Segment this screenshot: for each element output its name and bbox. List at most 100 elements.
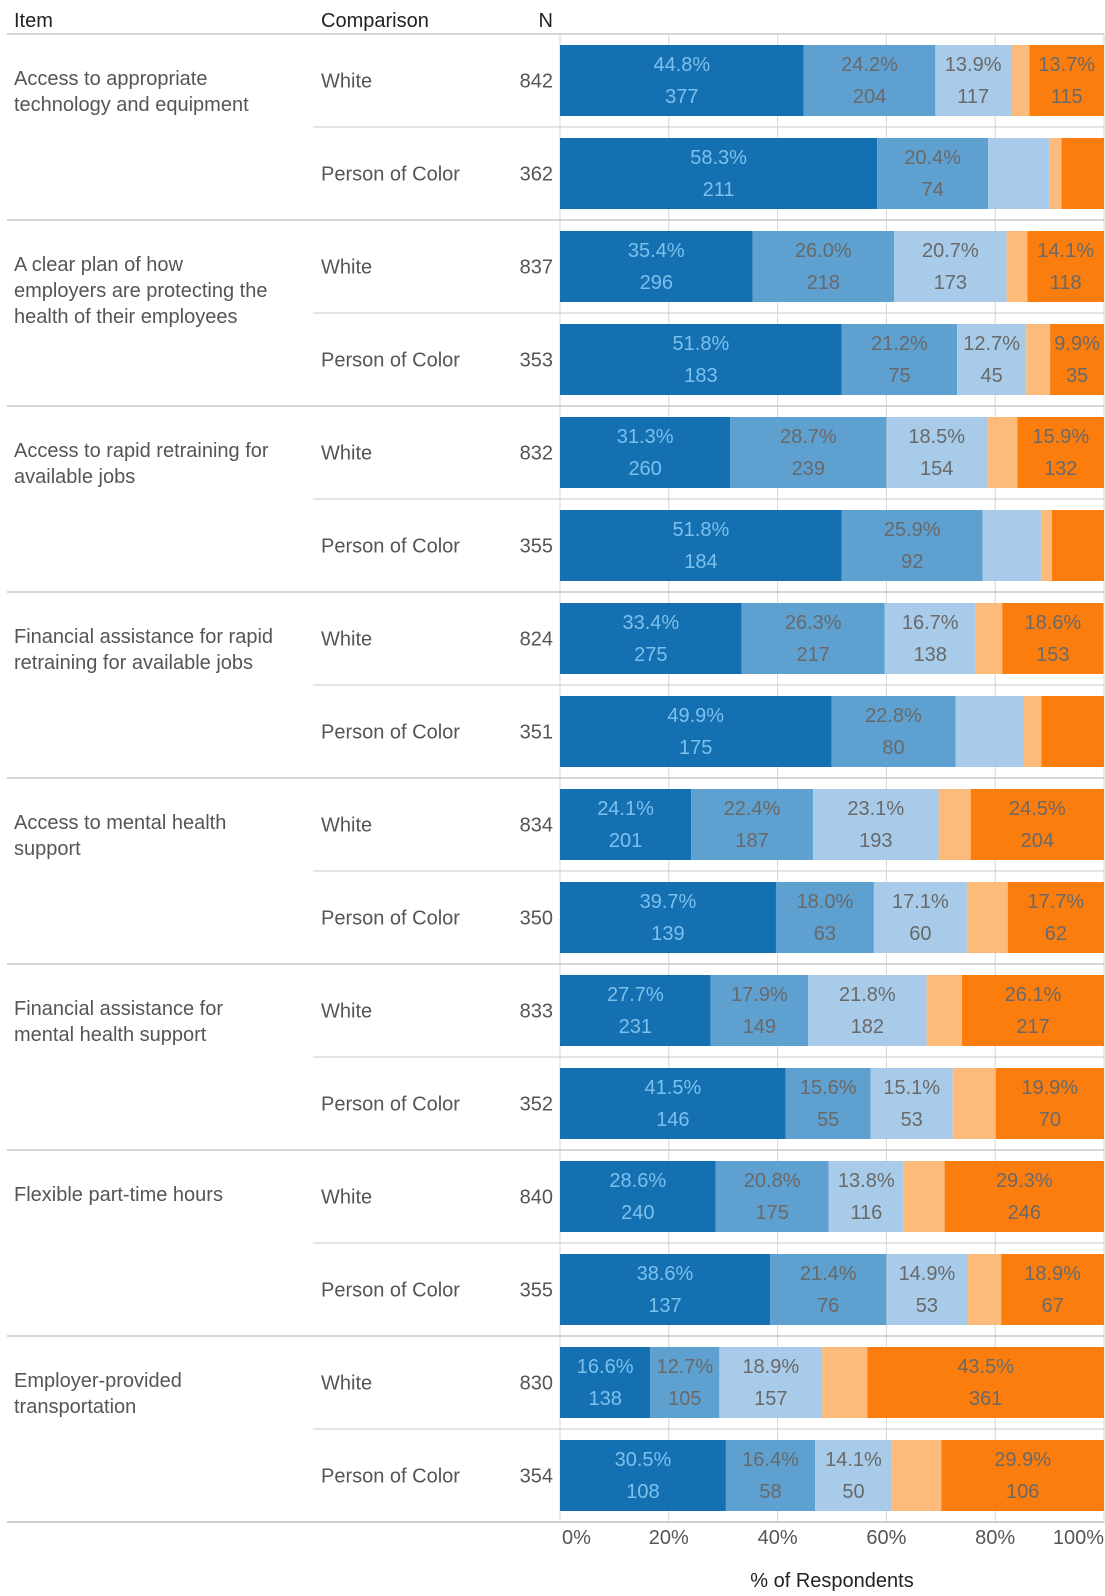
comparison-label: White — [321, 1001, 372, 1023]
bar-segment — [1001, 1254, 1104, 1325]
n-label: 355 — [520, 1280, 553, 1302]
data-label-percent: 26.3% — [785, 612, 842, 634]
bar-segment — [926, 975, 963, 1046]
bar-segment — [877, 138, 989, 209]
bar-row: Person of Color 355 38.6% 137 21.4% 76 14.9% 53… — [321, 1254, 1104, 1325]
bar-segment — [831, 696, 956, 767]
data-label-count: 55 — [817, 1109, 839, 1131]
bar-segment — [891, 1440, 942, 1511]
data-label-percent: 49.9% — [667, 705, 724, 727]
data-label-percent: 24.2% — [841, 54, 898, 76]
bar-segment — [560, 603, 742, 674]
data-label-percent: 43.5% — [957, 1356, 1014, 1378]
data-label-percent: 20.8% — [744, 1170, 801, 1192]
n-label: 350 — [520, 908, 553, 930]
data-label-count: 361 — [969, 1388, 1002, 1410]
data-label-percent: 27.7% — [607, 984, 664, 1006]
bar-segment — [988, 138, 1050, 209]
n-label: 351 — [520, 722, 553, 744]
n-label: 830 — [520, 1373, 553, 1395]
bar-row: White 824 33.4% 275 26.3% 217 16.7% 138 18.6% 153 — [313, 603, 1104, 686]
x-tick-label: 80% — [975, 1527, 1015, 1549]
comparison-label: White — [321, 443, 372, 465]
bar-segment — [1049, 138, 1062, 209]
bar-row: Person of Color 352 41.5% 146 15.6% 55 15.1% 53… — [321, 1068, 1104, 1139]
data-label-count: 106 — [1006, 1481, 1039, 1503]
data-label-count: 117 — [957, 86, 989, 108]
data-label-percent: 29.3% — [996, 1170, 1053, 1192]
bar-segment — [987, 417, 1018, 488]
data-label-percent: 19.9% — [1022, 1077, 1079, 1099]
data-label-percent: 44.8% — [653, 54, 710, 76]
bar-segment — [867, 1347, 1104, 1418]
data-label-count: 105 — [668, 1388, 701, 1410]
data-label-percent: 16.4% — [742, 1449, 799, 1471]
data-label-count: 231 — [619, 1016, 652, 1038]
bar-segment — [886, 1254, 968, 1325]
x-axis: 0% 20% 40% 60% 80% 100% — [7, 1521, 1104, 1549]
bar-segment — [691, 789, 813, 860]
data-label-percent: 16.6% — [577, 1356, 634, 1378]
bar-segment — [715, 1161, 829, 1232]
bar-segment — [935, 45, 1011, 116]
bar-row: White 833 27.7% 231 17.9% 149 21.8% 182 26.1% 217 — [313, 975, 1104, 1058]
item-label: Flexible part-time hours — [14, 1184, 223, 1206]
n-label: 353 — [520, 350, 553, 372]
comparison-label: Person of Color — [321, 908, 460, 930]
bar-segment — [725, 1440, 816, 1511]
bar-row: White 832 31.3% 260 28.7% 239 18.5% 154 15.9% 132 — [313, 417, 1104, 500]
data-label-percent: 51.8% — [673, 333, 730, 355]
bar-segment — [803, 45, 936, 116]
comparison-label: White — [321, 1187, 372, 1209]
bar-segment — [785, 1068, 871, 1139]
data-label-count: 132 — [1044, 458, 1077, 480]
bar-row: White 834 24.1% 201 22.4% 187 23.1% 193 24.5% 204 — [313, 789, 1104, 872]
bar-segment — [560, 138, 878, 209]
bar-segment — [730, 417, 887, 488]
bar-segment — [870, 1068, 953, 1139]
data-label-percent: 18.0% — [797, 891, 854, 913]
bar-segment — [741, 603, 885, 674]
item-group: A clear plan of how employers are protect… — [7, 231, 1104, 407]
header-comparison: Comparison — [321, 10, 429, 32]
bar-segment — [560, 696, 832, 767]
data-label-count: 60 — [909, 923, 931, 945]
data-label-percent: 17.7% — [1027, 891, 1084, 913]
header-item: Item — [14, 10, 53, 32]
data-label-count: 204 — [1021, 830, 1054, 852]
bar-segment — [955, 696, 1025, 767]
data-label-count: 240 — [621, 1202, 654, 1224]
data-label-percent: 31.3% — [617, 426, 674, 448]
data-label-percent: 18.5% — [908, 426, 965, 448]
data-label-percent: 13.8% — [838, 1170, 895, 1192]
data-label-percent: 14.1% — [825, 1449, 882, 1471]
n-label: 840 — [520, 1187, 553, 1209]
bar-segment — [1040, 510, 1052, 581]
bar-segment — [752, 231, 895, 302]
item-label: mental health support — [14, 1024, 207, 1046]
bar-segment — [710, 975, 809, 1046]
comparison-label: White — [321, 815, 372, 837]
n-label: 354 — [520, 1466, 553, 1488]
bar-segment — [560, 510, 842, 581]
bar-row: Person of Color 351 49.9% 175 22.8% 80 — [321, 696, 1104, 767]
bar-segment — [957, 324, 1027, 395]
header-n: N — [539, 10, 553, 32]
bar-segment — [808, 975, 927, 1046]
bar-row: Person of Color 350 39.7% 139 18.0% 63 17.1% 60… — [321, 882, 1104, 953]
bar-segment — [941, 1440, 1104, 1511]
data-label-percent: 21.2% — [871, 333, 928, 355]
comparison-label: White — [321, 1373, 372, 1395]
bar-segment — [1017, 417, 1104, 488]
bar-segment — [952, 1068, 996, 1139]
bar-segment — [841, 324, 958, 395]
bar-row: White 830 16.6% 138 12.7% 105 18.9% 157 43.5% 361 — [313, 1347, 1104, 1430]
data-label-count: 80 — [882, 737, 904, 759]
data-label-count: 201 — [609, 830, 642, 852]
bar-segment — [1006, 231, 1028, 302]
bar-row: Person of Color 354 30.5% 108 16.4% 58 14.1% 50… — [321, 1440, 1104, 1511]
data-label-percent: 38.6% — [637, 1263, 694, 1285]
data-label-percent: 25.9% — [884, 519, 941, 541]
bar-segment — [769, 1254, 887, 1325]
data-label-count: 74 — [922, 179, 944, 201]
